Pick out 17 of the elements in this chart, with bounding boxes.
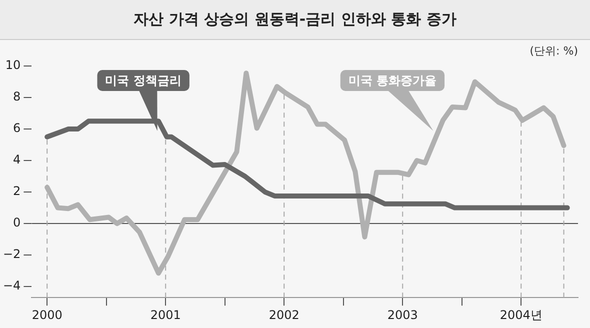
y-tick-label: 2 [13, 184, 21, 198]
x-tick-label: 2003 [387, 308, 418, 322]
y-tick-label: 6 [13, 121, 21, 136]
chart-title: 자산 가격 상승의 원동력-금리 인하와 통화 증가 [0, 0, 590, 40]
x-tick-label: 2002 [268, 308, 300, 322]
x-tick-label: 2001 [150, 308, 181, 322]
text: (단위: %) [530, 44, 578, 58]
text: 미국 정책금리 [105, 74, 182, 88]
y-tick-label: 0 [13, 216, 21, 230]
y-tick-label: −2 [2, 247, 21, 262]
text: 미국 통화증가율 [348, 74, 437, 88]
x-tick-label: 2004년 [500, 308, 542, 322]
y-tick-label: −4 [2, 278, 21, 293]
y-tick-label: 8 [13, 90, 21, 104]
y-tick-label: 4 [13, 152, 21, 167]
x-tick-label: 2000 [32, 308, 62, 322]
y-tick-label: 10 [5, 58, 21, 72]
